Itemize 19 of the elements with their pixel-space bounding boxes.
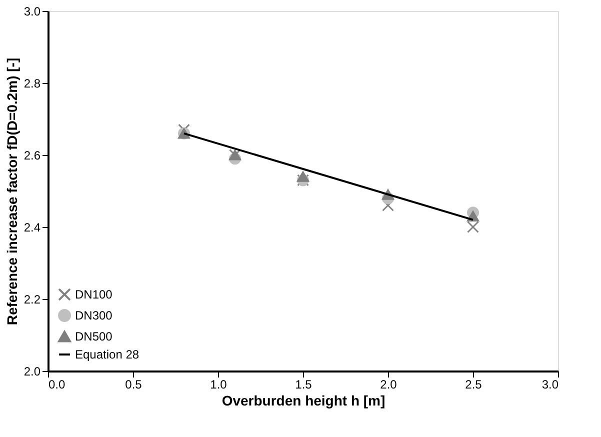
y-tick-label: 2.8 xyxy=(24,76,41,90)
legend-label: DN100 xyxy=(75,288,113,302)
x-tick-label: 0.0 xyxy=(48,378,66,392)
x-tick-label: 3.0 xyxy=(542,378,559,392)
x-tick-label: 2.5 xyxy=(465,378,482,392)
legend-label: Equation 28 xyxy=(75,348,140,362)
legend-label: DN500 xyxy=(75,330,113,344)
x-tick-label: 2.0 xyxy=(380,378,398,392)
y-tick-label: 2.6 xyxy=(24,148,41,162)
y-tick-label: 3.0 xyxy=(24,4,41,18)
y-axis-title: Reference increase factor fD(D=0.2m) [-] xyxy=(4,58,20,326)
legend-label: DN300 xyxy=(75,308,113,322)
y-tick-label: 2.0 xyxy=(24,364,41,378)
x-tick-label: 0.5 xyxy=(125,378,142,392)
y-tick-label: 2.2 xyxy=(24,292,41,306)
x-axis-title: Overburden height h [m] xyxy=(222,392,386,408)
y-tick-label: 2.4 xyxy=(24,220,41,234)
x-tick-label: 1.0 xyxy=(210,378,228,392)
x-tick-label: 1.5 xyxy=(295,378,312,392)
